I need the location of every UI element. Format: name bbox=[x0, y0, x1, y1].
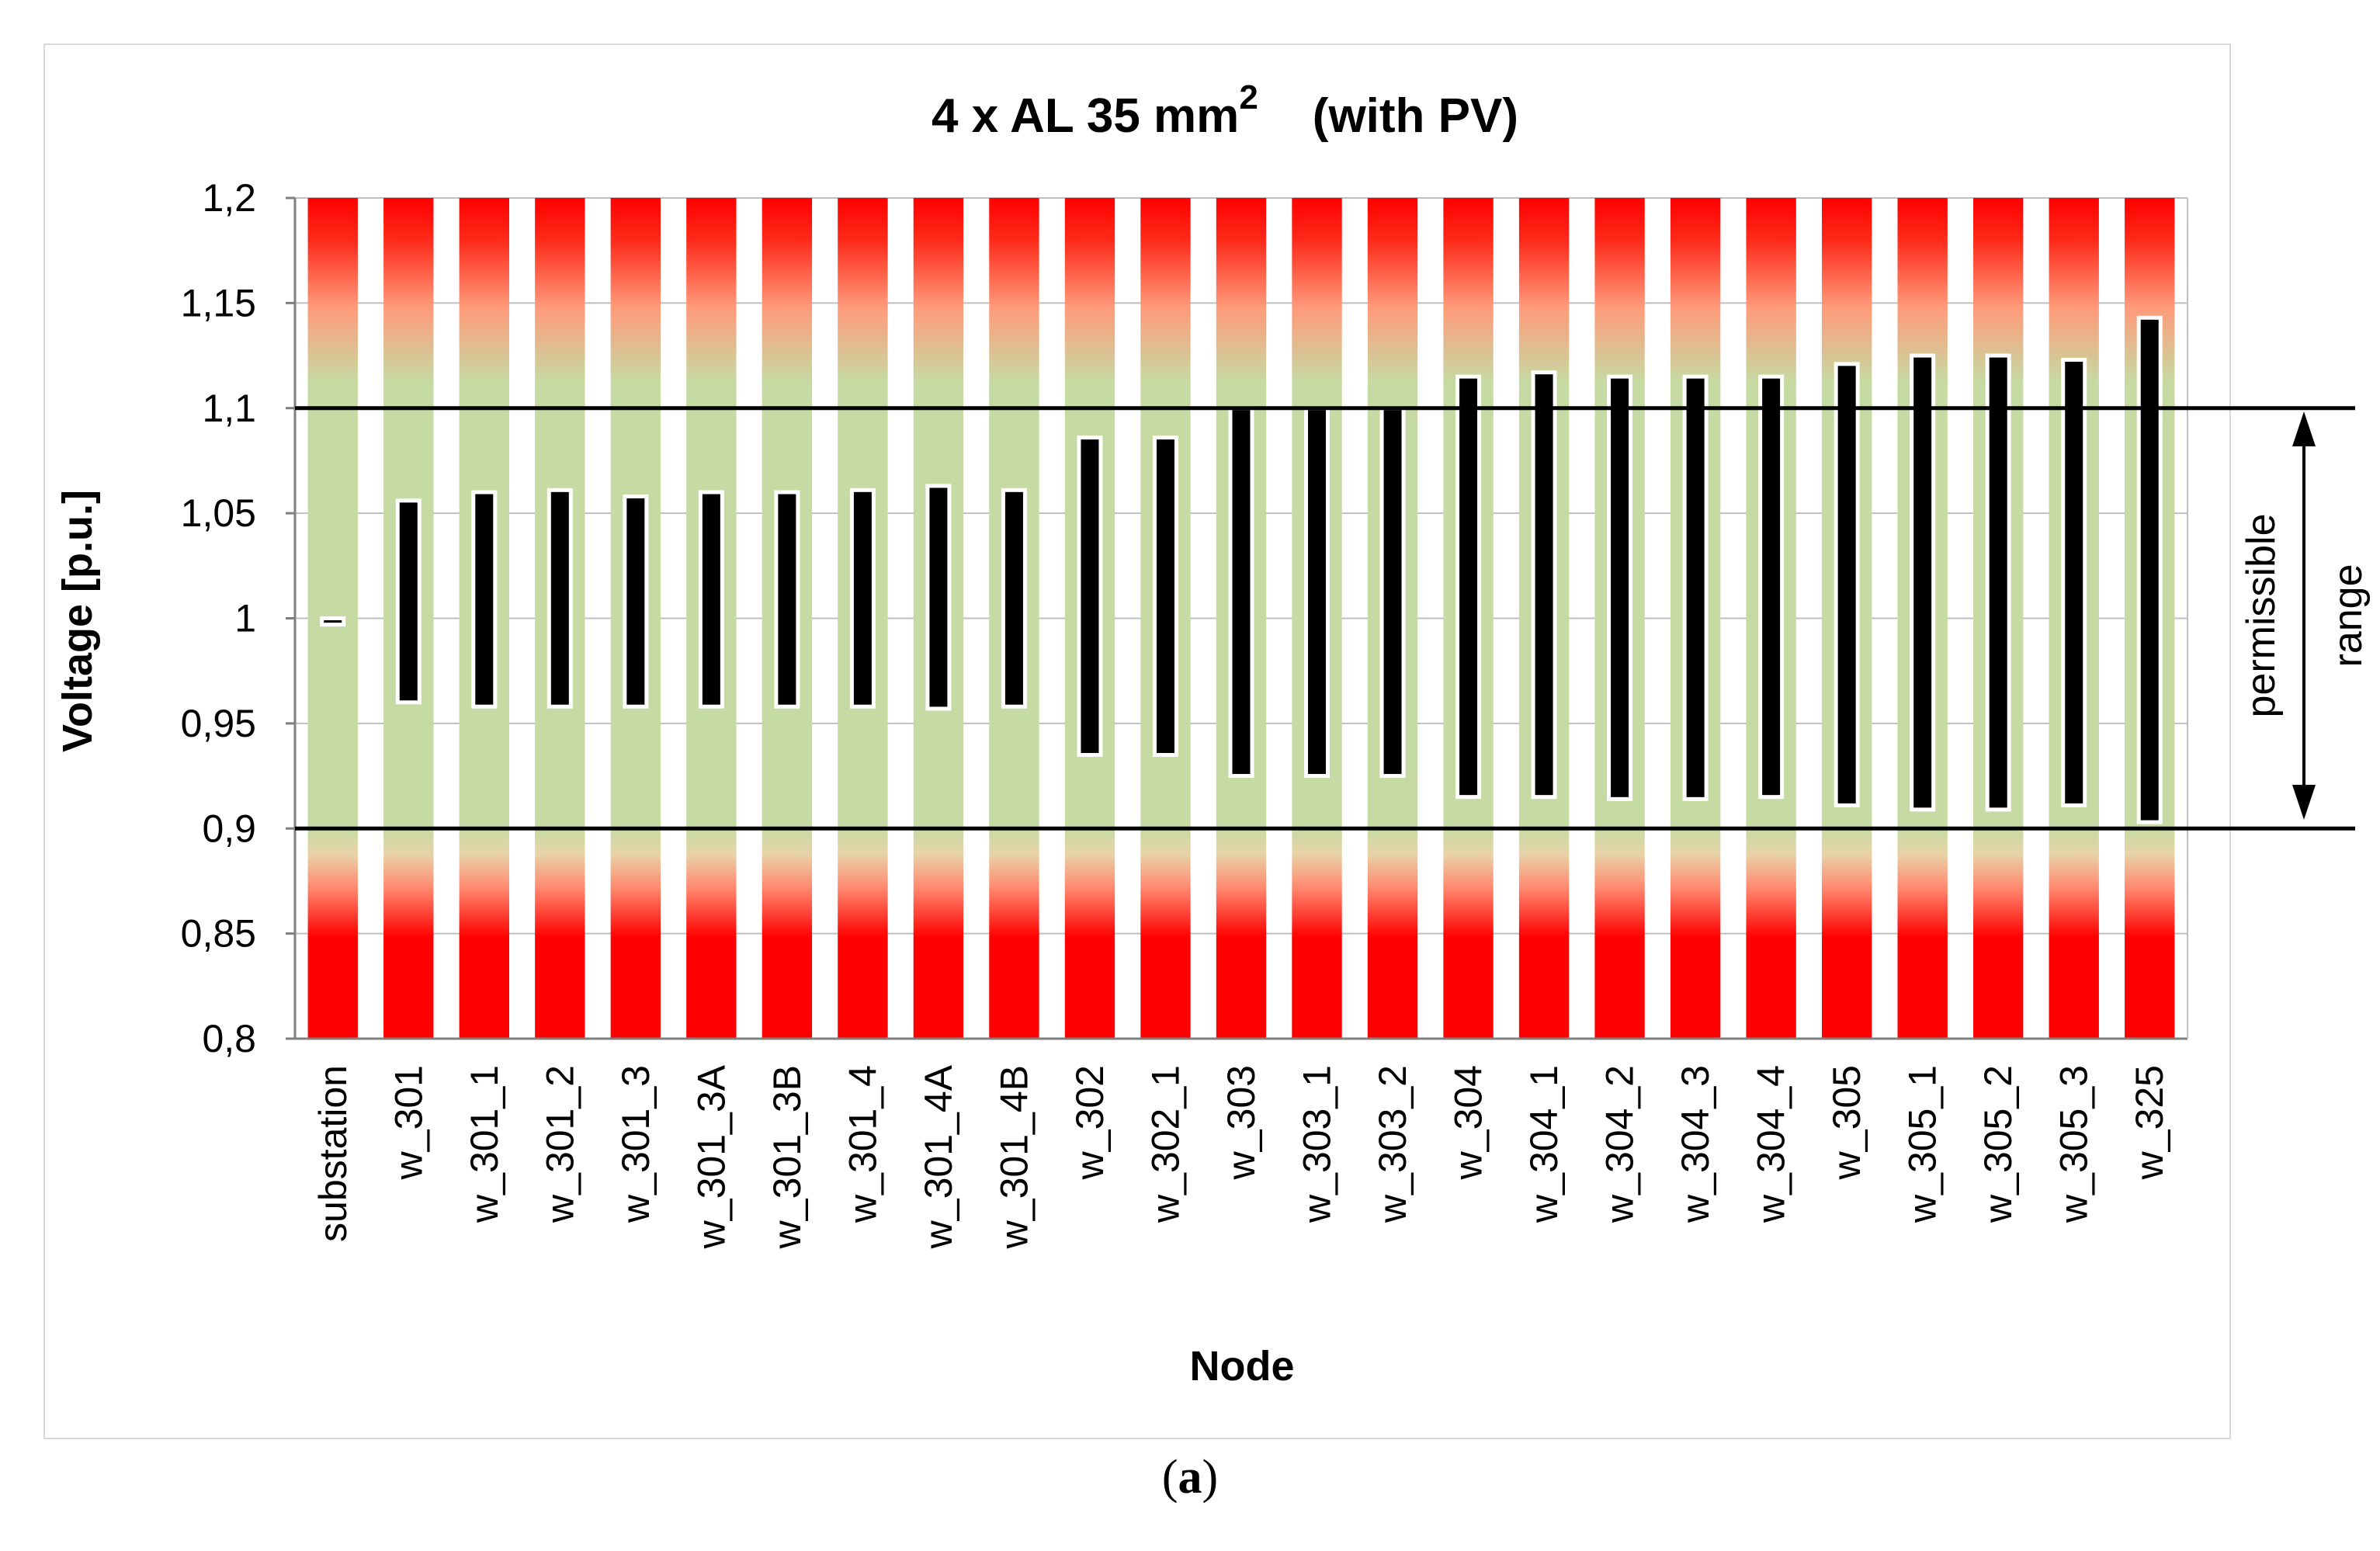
y-tick-label: 1 bbox=[234, 597, 256, 640]
range-bar bbox=[1834, 362, 1860, 807]
caption-open: ( bbox=[1161, 1451, 1178, 1504]
x-tick-label: w_305_2 bbox=[1976, 1065, 2020, 1223]
range-bar bbox=[546, 488, 573, 709]
range-bar bbox=[698, 490, 724, 709]
range-bar bbox=[774, 490, 800, 709]
range-arrow-head-up bbox=[2292, 411, 2316, 446]
x-tick-label: w_301_4A bbox=[917, 1064, 960, 1249]
y-tick-label: 0,95 bbox=[181, 702, 256, 745]
figure-caption: (a) bbox=[0, 1450, 2380, 1505]
annotation-line-1: permissible bbox=[2239, 514, 2284, 718]
x-tick-label: w_301_2 bbox=[538, 1065, 581, 1223]
y-tick-label: 0,85 bbox=[181, 912, 256, 956]
range-bar bbox=[1077, 435, 1103, 757]
y-tick-label: 0,9 bbox=[202, 807, 256, 850]
chart-title-superscript: 2 bbox=[1239, 78, 1258, 116]
x-tick-label: w_304_2 bbox=[1598, 1065, 1642, 1223]
x-tick-label: w_301_4B bbox=[992, 1065, 1036, 1249]
range-bar bbox=[2061, 357, 2087, 807]
range-bar bbox=[1758, 374, 1785, 800]
x-tick-label: w_303_2 bbox=[1371, 1065, 1414, 1223]
range-bar bbox=[1682, 374, 1709, 801]
y-axis-title: Voltage [p.u.] bbox=[54, 490, 101, 752]
x-tick-label: w_301_3A bbox=[689, 1064, 733, 1249]
x-tick-label: w_301_4 bbox=[841, 1065, 884, 1223]
range-arrow-head-down bbox=[2292, 785, 2316, 820]
y-tick-labels: 1,2 1,15 1,1 1,05 1 0,95 0,9 0,85 0,8 bbox=[181, 176, 256, 1060]
y-tick-label: 1,1 bbox=[202, 387, 256, 430]
range-bar bbox=[1228, 406, 1254, 779]
x-tick-labels: substation w_301 w_301_1 w_301_2 w_301_3 w_30… bbox=[311, 1064, 2171, 1249]
y-tick-label: 1,05 bbox=[181, 491, 256, 535]
range-bar bbox=[471, 490, 498, 709]
limit-lines bbox=[295, 406, 2355, 831]
x-tick-label: w_303 bbox=[1219, 1065, 1263, 1180]
caption-letter: a bbox=[1178, 1451, 1202, 1504]
x-tick-label: w_303_1 bbox=[1296, 1065, 1339, 1223]
range-bar bbox=[623, 494, 649, 709]
y-tick-label: 1,2 bbox=[202, 176, 256, 220]
x-tick-label: w_304_4 bbox=[1750, 1065, 1793, 1223]
x-tick-label: w_301_1 bbox=[463, 1065, 506, 1223]
x-tick-label: w_304_1 bbox=[1522, 1065, 1566, 1223]
x-tick-label: w_304 bbox=[1447, 1065, 1490, 1180]
range-bar bbox=[849, 488, 876, 709]
range-bar bbox=[1304, 406, 1331, 779]
x-tick-label: w_301_3B bbox=[765, 1065, 809, 1249]
range-bar bbox=[1985, 353, 2011, 812]
range-bar bbox=[925, 484, 952, 711]
range-bar bbox=[1910, 353, 1936, 812]
range-bar bbox=[395, 498, 422, 705]
x-tick-label: w_301_3 bbox=[614, 1065, 657, 1223]
x-tick-label: w_325 bbox=[2128, 1065, 2171, 1180]
x-tick-label: w_304_3 bbox=[1674, 1065, 1717, 1223]
x-tick-label: w_305 bbox=[1825, 1065, 1868, 1180]
x-tick-label: w_301 bbox=[387, 1065, 430, 1180]
range-bar bbox=[1531, 370, 1557, 800]
y-tick-label: 1,15 bbox=[181, 281, 256, 324]
x-tick-label: w_305_1 bbox=[1901, 1065, 1945, 1223]
x-tick-label: w_302 bbox=[1068, 1065, 1112, 1180]
range-bar bbox=[1455, 374, 1482, 800]
x-axis-title: Node bbox=[1190, 1343, 1295, 1390]
caption-close: ) bbox=[1202, 1451, 1219, 1504]
chart-title: 4 x AL 35 mm2 (with PV) bbox=[932, 78, 1518, 143]
permissible-range-annotation: permissible range bbox=[2239, 411, 2371, 820]
range-bar bbox=[1607, 374, 1633, 801]
voltage-range-bars bbox=[320, 315, 2163, 824]
chart-title-suffix: (with PV) bbox=[1313, 89, 1518, 143]
x-tick-label: w_305_3 bbox=[2052, 1065, 2096, 1223]
x-tick-label: w_302_1 bbox=[1143, 1065, 1187, 1223]
x-tick-label: substation bbox=[311, 1065, 355, 1242]
range-bar bbox=[1379, 406, 1406, 779]
y-tick-label: 0,8 bbox=[202, 1017, 256, 1060]
axes bbox=[286, 196, 2188, 1040]
annotation-line-2: range bbox=[2326, 564, 2371, 668]
range-bar bbox=[320, 616, 346, 627]
range-bar bbox=[1152, 435, 1178, 757]
range-bar bbox=[2136, 315, 2163, 824]
chart-title-main: 4 x AL 35 mm bbox=[932, 89, 1239, 143]
range-bar bbox=[1001, 488, 1027, 709]
